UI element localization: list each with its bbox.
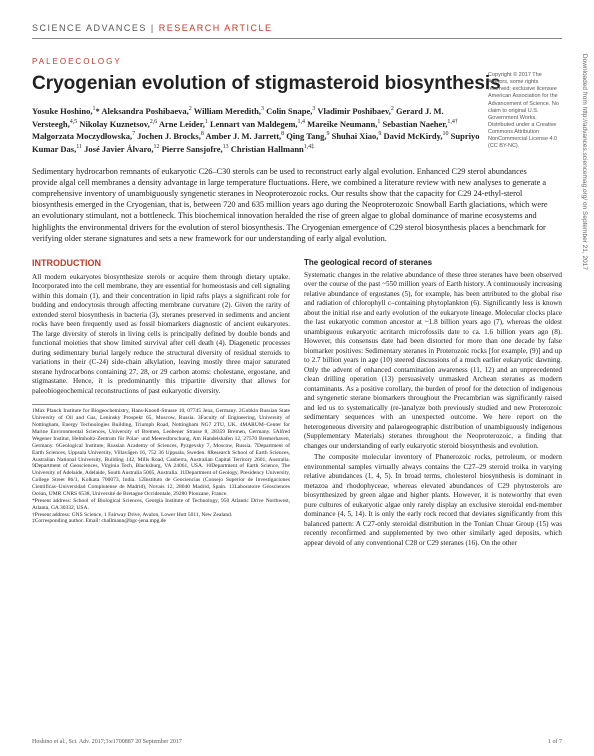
- article-title: Cryogenian evolution of stigmasteroid bi…: [32, 74, 562, 95]
- right-col-body-2: The composite molecular inventory of Pha…: [304, 453, 562, 548]
- abstract: Sedimentary hydrocarbon remnants of euka…: [32, 166, 562, 244]
- copyright-notice: Copyright © 2017 The Authors, some right…: [488, 72, 562, 151]
- left-column: INTRODUCTION All modern eukaryotes biosy…: [32, 258, 290, 548]
- author-list: Yosuke Hoshino,1* Aleksandra Poshibaeva,…: [32, 105, 562, 156]
- category-label: PALEOECOLOGY: [32, 57, 562, 68]
- right-column: The geological record of steranes System…: [304, 258, 562, 548]
- introduction-body: All modern eukaryotes biosynthesize ster…: [32, 273, 290, 397]
- header-separator: |: [147, 23, 159, 33]
- subsection-heading: The geological record of steranes: [304, 258, 562, 269]
- journal-name: SCIENCE ADVANCES: [32, 23, 147, 33]
- article-type: RESEARCH ARTICLE: [159, 23, 273, 33]
- two-column-body: INTRODUCTION All modern eukaryotes biosy…: [32, 258, 562, 548]
- footer-citation: Hoshino et al., Sci. Adv. 2017;3:e170088…: [32, 738, 182, 746]
- author-affiliations: 1Max Planck Institute for Biogeochemistr…: [32, 404, 290, 525]
- download-watermark: Downloaded from http://advances.sciencem…: [579, 54, 588, 270]
- introduction-heading: INTRODUCTION: [32, 258, 290, 270]
- journal-header: SCIENCE ADVANCES | RESEARCH ARTICLE: [32, 22, 562, 39]
- footer-page-number: 1 of 7: [548, 738, 562, 746]
- page-footer: Hoshino et al., Sci. Adv. 2017;3:e170088…: [32, 738, 562, 746]
- right-col-body-1: Systematic changes in the relative abund…: [304, 271, 562, 452]
